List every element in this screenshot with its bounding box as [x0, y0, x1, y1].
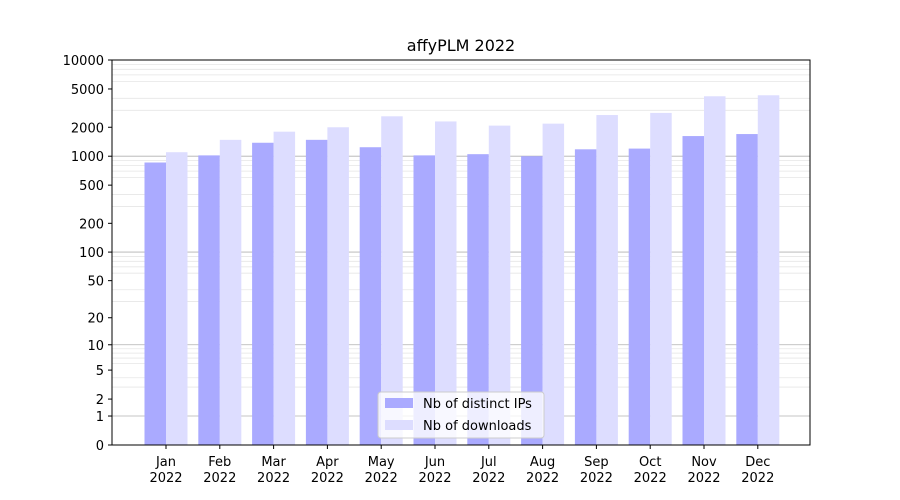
y-axis: 0 1 2 5 10 20 50 100 200 500 1000 2000 5000 10000: [63, 54, 112, 454]
bar-ips-dec: [736, 134, 758, 445]
bar-ips-aug: [521, 156, 543, 445]
bar-downloads-may: [381, 116, 403, 445]
x-tick-label-month: Aug: [530, 455, 555, 470]
chart-title: affyPLM 2022: [407, 36, 515, 55]
bar-downloads-jan: [166, 152, 188, 446]
y-tick-label: 5: [96, 364, 104, 379]
x-tick-label-year: 2022: [418, 471, 451, 486]
legend-box: [377, 391, 545, 439]
y-tick-label: 1000: [71, 150, 104, 165]
bar-downloads-oct: [650, 112, 672, 445]
legend-swatch-ips: [385, 398, 413, 408]
y-tick-label: 10: [87, 339, 104, 354]
x-tick-label-month: Jun: [424, 455, 445, 470]
bar-ips-nov: [682, 136, 704, 445]
x-tick-label-year: 2022: [526, 471, 559, 486]
y-tick-label: 1: [96, 410, 104, 425]
x-tick-label-month: Sep: [584, 455, 609, 470]
x-tick-label-year: 2022: [365, 471, 398, 486]
x-tick-label-month: Nov: [691, 455, 717, 470]
x-tick-label-month: Dec: [745, 455, 770, 470]
x-tick-label-year: 2022: [634, 471, 667, 486]
bars: [144, 95, 780, 446]
x-tick-label-month: Apr: [316, 455, 339, 470]
bar-ips-jul: [467, 154, 489, 445]
x-tick-label-year: 2022: [580, 471, 613, 486]
x-tick-label-month: Mar: [261, 455, 286, 470]
x-tick-label-month: Jul: [480, 455, 497, 470]
bar-ips-jan: [144, 162, 166, 445]
x-tick-label-month: Jan: [155, 455, 176, 470]
x-tick-label-year: 2022: [472, 471, 505, 486]
y-tick-label: 500: [79, 179, 104, 194]
legend-label-downloads: Nb of downloads: [423, 419, 532, 434]
bar-downloads-jun: [435, 121, 457, 445]
legend-label-ips: Nb of distinct IPs: [423, 397, 532, 412]
x-axis: Jan2022Feb2022Mar2022Apr2022May2022Jun20…: [149, 445, 774, 486]
legend-swatch-downloads: [385, 420, 413, 430]
y-tick-label: 50: [87, 275, 104, 290]
x-tick-label-year: 2022: [741, 471, 774, 486]
bar-ips-feb: [198, 155, 220, 446]
x-tick-label-year: 2022: [257, 471, 290, 486]
x-tick-label-year: 2022: [311, 471, 344, 486]
x-tick-label-month: Oct: [639, 455, 661, 470]
bar-downloads-feb: [219, 139, 242, 445]
y-tick-label: 2000: [71, 121, 104, 136]
x-tick-label-month: May: [368, 455, 395, 470]
y-tick-label: 5000: [71, 83, 104, 98]
legend: Nb of distinct IPs Nb of downloads: [377, 391, 545, 439]
bar-downloads-mar: [273, 131, 296, 445]
bar-ips-jun: [413, 155, 435, 446]
bar-ips-apr: [305, 139, 328, 445]
y-tick-label: 10000: [63, 54, 104, 69]
y-tick-label: 20: [87, 312, 104, 327]
x-tick-label-month: Feb: [208, 455, 231, 470]
bar-downloads-aug: [542, 123, 565, 445]
bar-downloads-jul: [488, 125, 511, 445]
bar-ips-mar: [252, 142, 274, 445]
bar-downloads-sep: [596, 115, 618, 445]
y-tick-label: 0: [96, 439, 104, 454]
x-tick-label-year: 2022: [687, 471, 720, 486]
bar-downloads-dec: [757, 95, 780, 445]
bar-downloads-nov: [704, 96, 726, 445]
bar-ips-sep: [574, 149, 597, 445]
y-tick-label: 2: [96, 393, 104, 408]
bar-ips-may: [359, 147, 382, 445]
bar-downloads-apr: [327, 127, 349, 445]
y-tick-label: 100: [79, 246, 104, 261]
bar-ips-oct: [628, 148, 651, 445]
x-tick-label-year: 2022: [149, 471, 182, 486]
y-tick-label: 200: [79, 217, 104, 232]
x-tick-label-year: 2022: [203, 471, 236, 486]
